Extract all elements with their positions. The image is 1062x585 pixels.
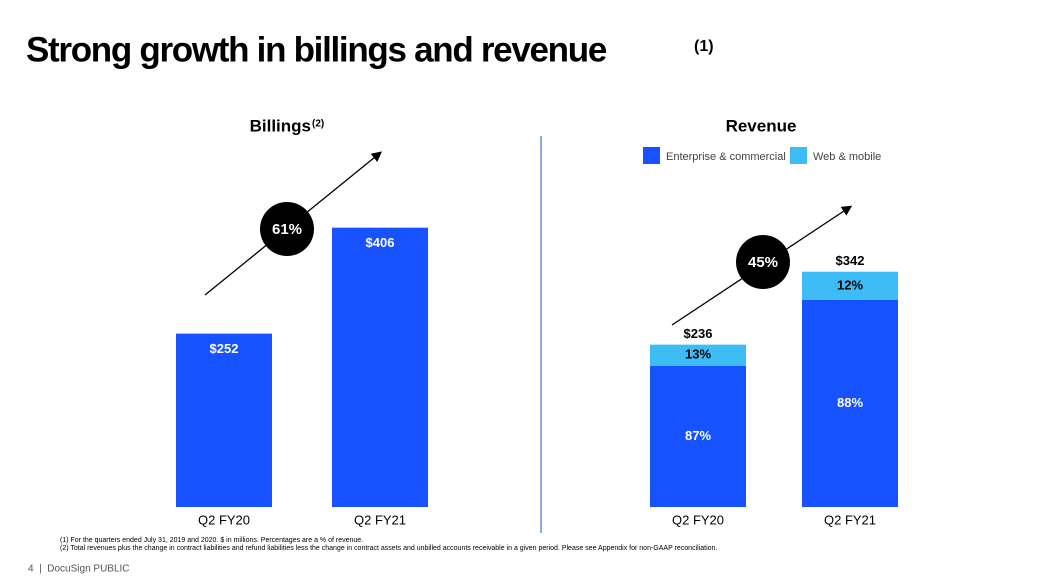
annotation: 61% bbox=[272, 221, 302, 238]
x-tick-label: Q2 FY20 bbox=[672, 512, 724, 527]
footer: 4 | DocuSign PUBLIC bbox=[28, 564, 130, 575]
bar-segment bbox=[650, 344, 746, 366]
legend-swatch bbox=[790, 147, 807, 164]
chart-title-note: (2) bbox=[312, 119, 324, 130]
value-label: $406 bbox=[366, 235, 395, 250]
bar-segment bbox=[802, 271, 898, 300]
x-tick-label: Q2 FY21 bbox=[354, 512, 406, 527]
annotation-circle bbox=[736, 235, 790, 289]
legend-swatch bbox=[643, 147, 660, 164]
segment-label: 88% bbox=[837, 395, 863, 410]
legend-label: Web & mobile bbox=[813, 151, 881, 163]
total-label: $236 bbox=[684, 326, 713, 341]
total-label: $342 bbox=[836, 253, 865, 268]
footnote: (1) For the quarters ended July 31, 2019… bbox=[60, 537, 363, 544]
legend-label: Enterprise & commercial bbox=[666, 151, 786, 163]
bar-segment bbox=[802, 299, 898, 507]
segment-label: 13% bbox=[685, 347, 711, 362]
chart-title: Revenue bbox=[726, 116, 797, 135]
bar bbox=[176, 333, 272, 507]
annotation: 45% bbox=[748, 254, 778, 271]
annotation-circle bbox=[260, 202, 314, 256]
x-tick-label: Q2 FY21 bbox=[824, 512, 876, 527]
bar-segment bbox=[650, 365, 746, 507]
x-tick-label: Q2 FY20 bbox=[198, 512, 250, 527]
title-note: (1) bbox=[694, 38, 714, 55]
segment-label: 12% bbox=[837, 277, 863, 292]
footnote: (2) Total revenues plus the change in co… bbox=[60, 545, 717, 552]
bar bbox=[332, 227, 428, 507]
segment-label: 87% bbox=[685, 428, 711, 443]
slide-title: Strong growth in billings and revenue bbox=[26, 30, 607, 69]
chart-title: Billings bbox=[250, 116, 311, 135]
value-label: $252 bbox=[210, 341, 239, 356]
